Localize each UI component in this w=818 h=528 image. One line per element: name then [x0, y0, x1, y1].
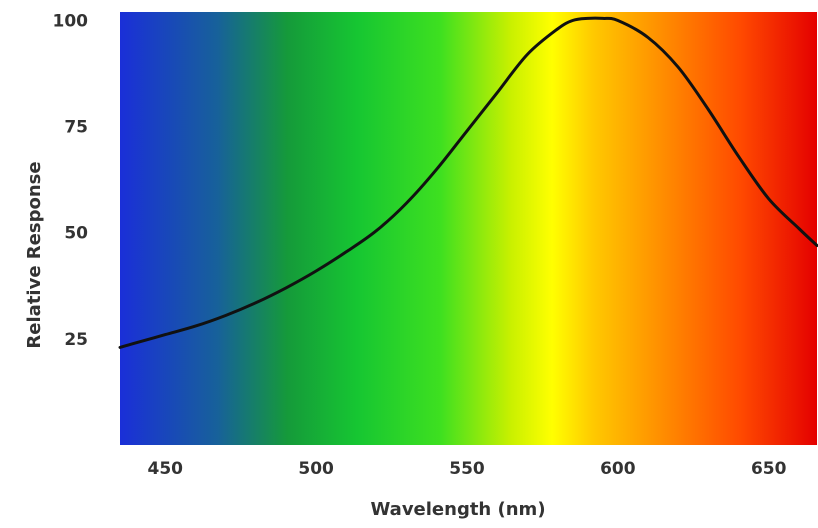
x-tick-label: 450 [148, 459, 184, 479]
x-tick-label: 550 [449, 459, 485, 479]
x-axis-title: Wavelength (nm) [370, 499, 545, 520]
y-tick-label: 75 [64, 118, 88, 138]
y-tick-label: 50 [64, 224, 88, 244]
x-tick-label: 650 [751, 459, 787, 479]
x-tick-label: 600 [600, 459, 636, 479]
spectrum-background [120, 12, 817, 445]
y-tick-label: 100 [53, 11, 89, 31]
response-curve [118, 16, 818, 349]
y-tick-label: 25 [64, 330, 88, 350]
y-axis-title: Relative Response [24, 161, 45, 348]
tick-labels: 450 500 550 600 650 25 50 75 100 [53, 11, 787, 479]
x-tick-label: 500 [298, 459, 334, 479]
